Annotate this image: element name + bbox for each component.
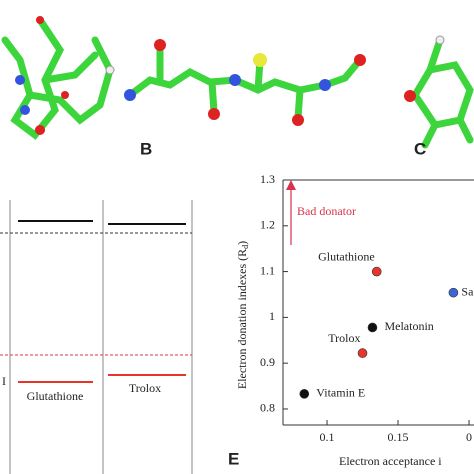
y-tick-label: 0.9 <box>260 355 275 369</box>
level-label: Trolox <box>129 381 161 395</box>
annotation: Bad donator <box>297 204 356 218</box>
point <box>448 287 459 298</box>
panel-label: B <box>140 139 152 158</box>
annotation-arrowhead <box>286 180 296 190</box>
panel-label: C <box>414 139 426 158</box>
point-label: Glutathione <box>318 249 375 263</box>
molecule-b <box>124 39 366 126</box>
x-tick-label: 0.15 <box>388 430 409 444</box>
point <box>367 322 378 333</box>
point <box>371 266 382 277</box>
point-label: Melatonin <box>384 319 433 333</box>
molecule-a <box>1 16 115 140</box>
x-tick-label: 0.1 <box>320 430 335 444</box>
level-label: I <box>2 374 6 388</box>
point-label: Vitamin E <box>316 386 365 400</box>
y-tick-label: 1.1 <box>260 263 275 277</box>
energy-diagram: I Glutathione Trolox <box>0 200 193 474</box>
level-label: Glutathione <box>27 389 84 403</box>
y-axis-label-text: Electron donation indexes (R <box>235 249 249 389</box>
y-tick-label: 1.2 <box>260 218 275 232</box>
point <box>299 389 310 399</box>
y-tick-label: 0.8 <box>260 401 275 415</box>
y-tick-label: 1.3 <box>260 172 275 186</box>
point-label: Trolox <box>328 331 360 345</box>
y-axis-label-sub: d <box>241 245 250 249</box>
y-axis-label-text: ) <box>235 241 249 245</box>
y-axis-label: Electron donation indexes (Rd) <box>235 241 250 389</box>
point-label: Sa <box>461 284 474 298</box>
x-tick-label: 0 <box>466 430 472 444</box>
scatter-plot: Electron donation indexes (Rd) Electron … <box>235 204 443 468</box>
x-axis-label: Electron acceptance i <box>339 454 442 468</box>
y-tick-label: 1 <box>269 309 275 323</box>
molecule-c <box>404 35 474 149</box>
point <box>357 348 368 358</box>
panel-label: E <box>228 449 239 468</box>
